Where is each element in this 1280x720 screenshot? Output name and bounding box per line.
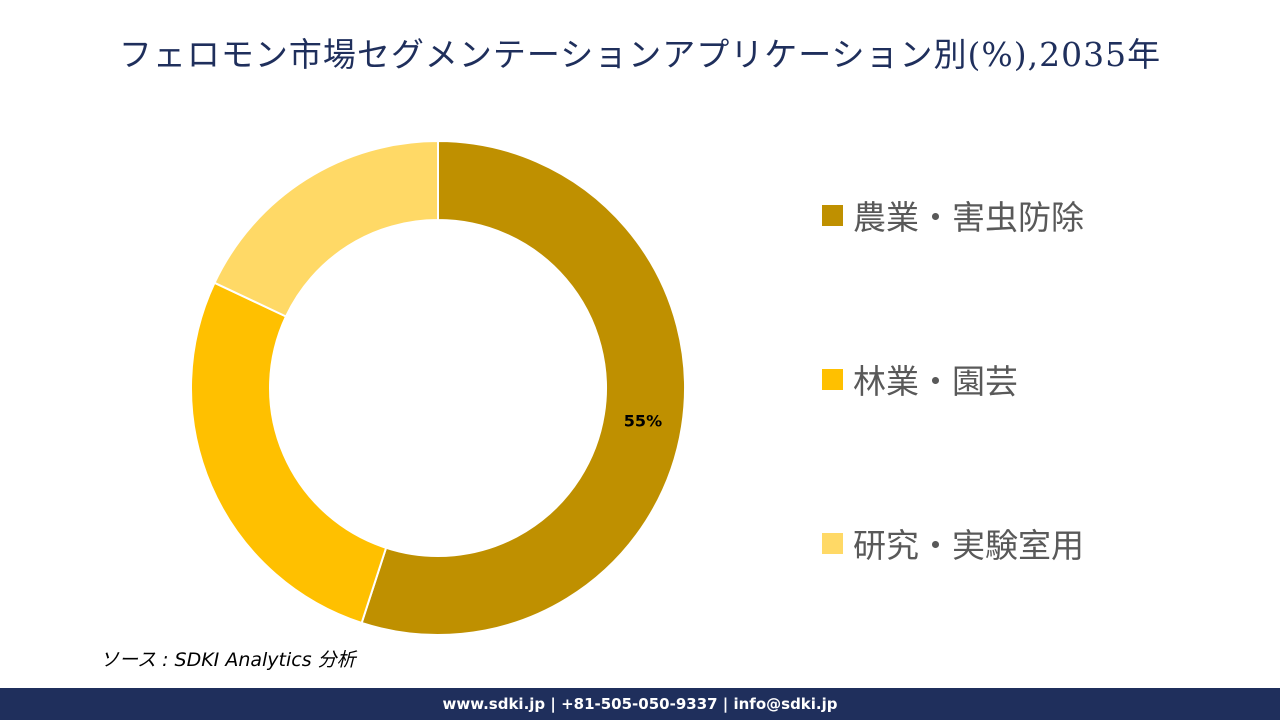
chart-title: フェロモン市場セグメンテーションアプリケーション別(%),2035年 [118,35,1162,74]
legend-item-agriculture: 農業・害虫防除 [822,190,1084,240]
legend-item-forestry: 林業・園芸 [822,354,1018,404]
legend-label-forestry: 林業・園芸 [853,362,1018,401]
footer-contact: www.sdki.jp | +81-505-050-9337 | info@sd… [442,695,838,713]
slice-research [213,139,439,318]
legend-swatch-agriculture [822,204,843,226]
footer-bar: www.sdki.jp | +81-505-050-9337 | info@sd… [0,688,1280,720]
data-label-slice-agriculture: 55% [624,411,662,430]
legend-item-research: 研究・実験室用 [822,518,1084,568]
slice-forestry [190,281,388,625]
legend-label-agriculture: 農業・害虫防除 [853,198,1084,237]
legend-label-research: 研究・実験室用 [853,526,1084,565]
legend-swatch-research [822,532,843,554]
legend-swatch-forestry [822,368,843,390]
source-note: ソース : SDKI Analytics 分析 [100,649,356,671]
slice-agriculture [360,139,686,636]
